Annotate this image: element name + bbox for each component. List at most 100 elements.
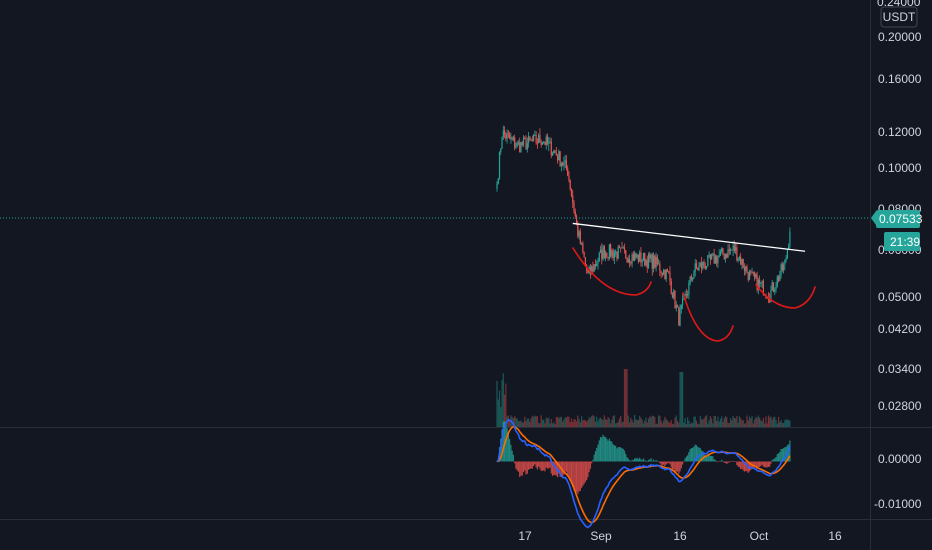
volume-bar [503,394,506,427]
macd-histogram-bar [637,459,639,462]
candle-body [685,294,687,296]
macd-histogram-bar [665,461,667,465]
left-shoulder-arc[interactable] [572,247,652,296]
macd-histogram-bar [606,438,608,462]
macd-histogram-bar [538,461,540,467]
candle-body [641,260,643,263]
countdown-value: 21:39 [890,235,920,249]
last-price-badge[interactable] [876,210,920,228]
volume-bar [525,421,527,427]
candle-body [700,262,703,269]
candle-body [770,290,772,302]
macd-histogram-bar [531,461,533,469]
macd-histogram-bar [588,461,590,473]
candle-body [709,254,711,260]
candle-body [645,259,647,266]
candle-body [752,271,754,273]
macd-histogram-bar [517,461,520,472]
volume-bar [756,417,758,427]
macd-histogram-bar [570,461,573,485]
macd-histogram-bar [563,461,565,475]
volume-bar [603,415,605,427]
candle-body [771,282,773,291]
volume-bar [646,422,648,427]
candle-body [759,279,761,284]
signal-line [496,425,791,524]
candle-body [515,146,517,148]
volume-bar [719,418,722,427]
macd-histogram-bar [589,461,592,469]
macd-histogram-bar [586,461,588,481]
currency-unit-label: USDT [883,10,916,24]
macd-histogram-bar [788,444,790,462]
macd-histogram-bar [539,461,541,469]
macd-histogram-bar [578,461,580,492]
candle-body [733,245,735,251]
volume-bar [721,416,723,427]
macd-histogram-bar [593,454,595,462]
candle-body [524,137,526,140]
volume-bar [577,415,579,427]
candle-body [642,253,645,261]
macd-histogram-bar [620,447,622,462]
candle-body [514,137,516,148]
volume-bar [625,369,627,427]
price-tick: 0.20000 [878,30,922,44]
time-axis[interactable]: 17 Sep 16 Oct 16 [518,529,842,543]
head-arc[interactable] [682,292,734,342]
macd-histogram-bar [580,461,583,488]
macd-histogram-bar [777,453,780,462]
candle-body [497,178,499,184]
head-and-shoulders-annotation[interactable] [572,247,816,342]
macd-histogram-bar [512,454,515,462]
candle-body [659,263,661,272]
volume-bar [623,369,626,427]
candle-body [782,264,785,271]
candle-body [703,261,705,266]
macd-histogram-bar [733,461,735,462]
macd-histogram-bar [608,438,610,462]
macd-histogram-bar [750,461,752,470]
volume-bar [647,418,650,427]
candle-body [676,305,679,308]
candle-body [664,270,666,279]
volume-bar [671,423,674,427]
volume-bar [630,417,632,427]
right-shoulder-arc[interactable] [755,284,816,309]
volume-bar [551,423,554,427]
macd-histogram-bar [569,461,571,481]
volume-bar [736,416,738,427]
currency-unit-box[interactable] [880,6,918,28]
price-axis[interactable]: 0.24000 USDT 0.20000 0.16000 0.12000 0.1… [871,0,923,511]
volume-bar [789,420,791,427]
candle-body [510,137,512,139]
candle-body [735,247,737,251]
candle-body [639,252,641,262]
candle-body [693,271,695,279]
macd-histogram-bar [627,458,629,462]
volume-bar [785,418,787,427]
macd-histogram-bar [770,461,772,464]
macd-histogram-bar [635,458,637,462]
candle-body [737,258,739,261]
macd-histogram-bar [524,461,526,471]
macd-histogram-bar [522,461,525,473]
volume-bar [497,399,499,427]
volume-bar [557,416,559,427]
volume-bar [631,419,633,427]
candle-body [687,294,689,296]
volume-bar [747,420,749,427]
candle-body [544,141,546,146]
volume-bar [700,419,703,427]
macd-histogram-bar [621,448,623,462]
candle-body [650,254,652,259]
macd-histogram-bar [509,439,511,462]
volume-bar [728,422,730,427]
neckline-trendline[interactable] [572,222,806,252]
macd-histogram-bar [573,461,575,490]
macd-histogram-bar [604,437,607,462]
macd-histogram-bar [690,448,693,462]
candle-body [549,141,551,143]
